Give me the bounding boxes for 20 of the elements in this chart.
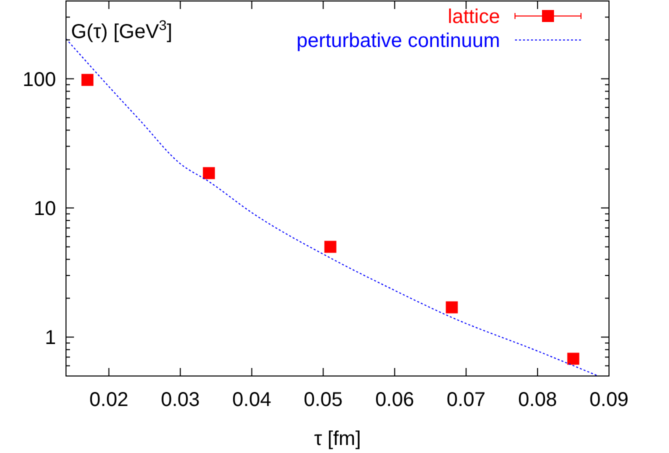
legend-label: perturbative continuum (296, 30, 500, 52)
point (324, 240, 336, 253)
point (567, 352, 580, 365)
x-tick-label: 0.06 (375, 389, 414, 411)
point (81, 74, 94, 86)
y-tick-label: 100 (22, 68, 56, 91)
y-axis-title: G(τ) [GeV$^{3}$] (71, 17, 172, 43)
x-tick-label: 0.08 (518, 389, 558, 411)
x-tick-label: 0.03 (160, 389, 200, 411)
x-tick-label: 0.02 (89, 389, 128, 411)
legend-label: lattice (448, 6, 500, 28)
x-tick-label: 0.07 (446, 389, 486, 411)
x-tick-label: 0.04 (232, 389, 272, 411)
y-tick-label: 1 (44, 327, 56, 350)
point (446, 301, 458, 314)
x-axis-title: τ [fm] (314, 428, 361, 450)
point (202, 167, 215, 180)
y-tick-label: 10 (34, 198, 56, 220)
x-tick-label: 0.09 (590, 389, 628, 411)
x-tick-label: 0.05 (304, 389, 343, 411)
